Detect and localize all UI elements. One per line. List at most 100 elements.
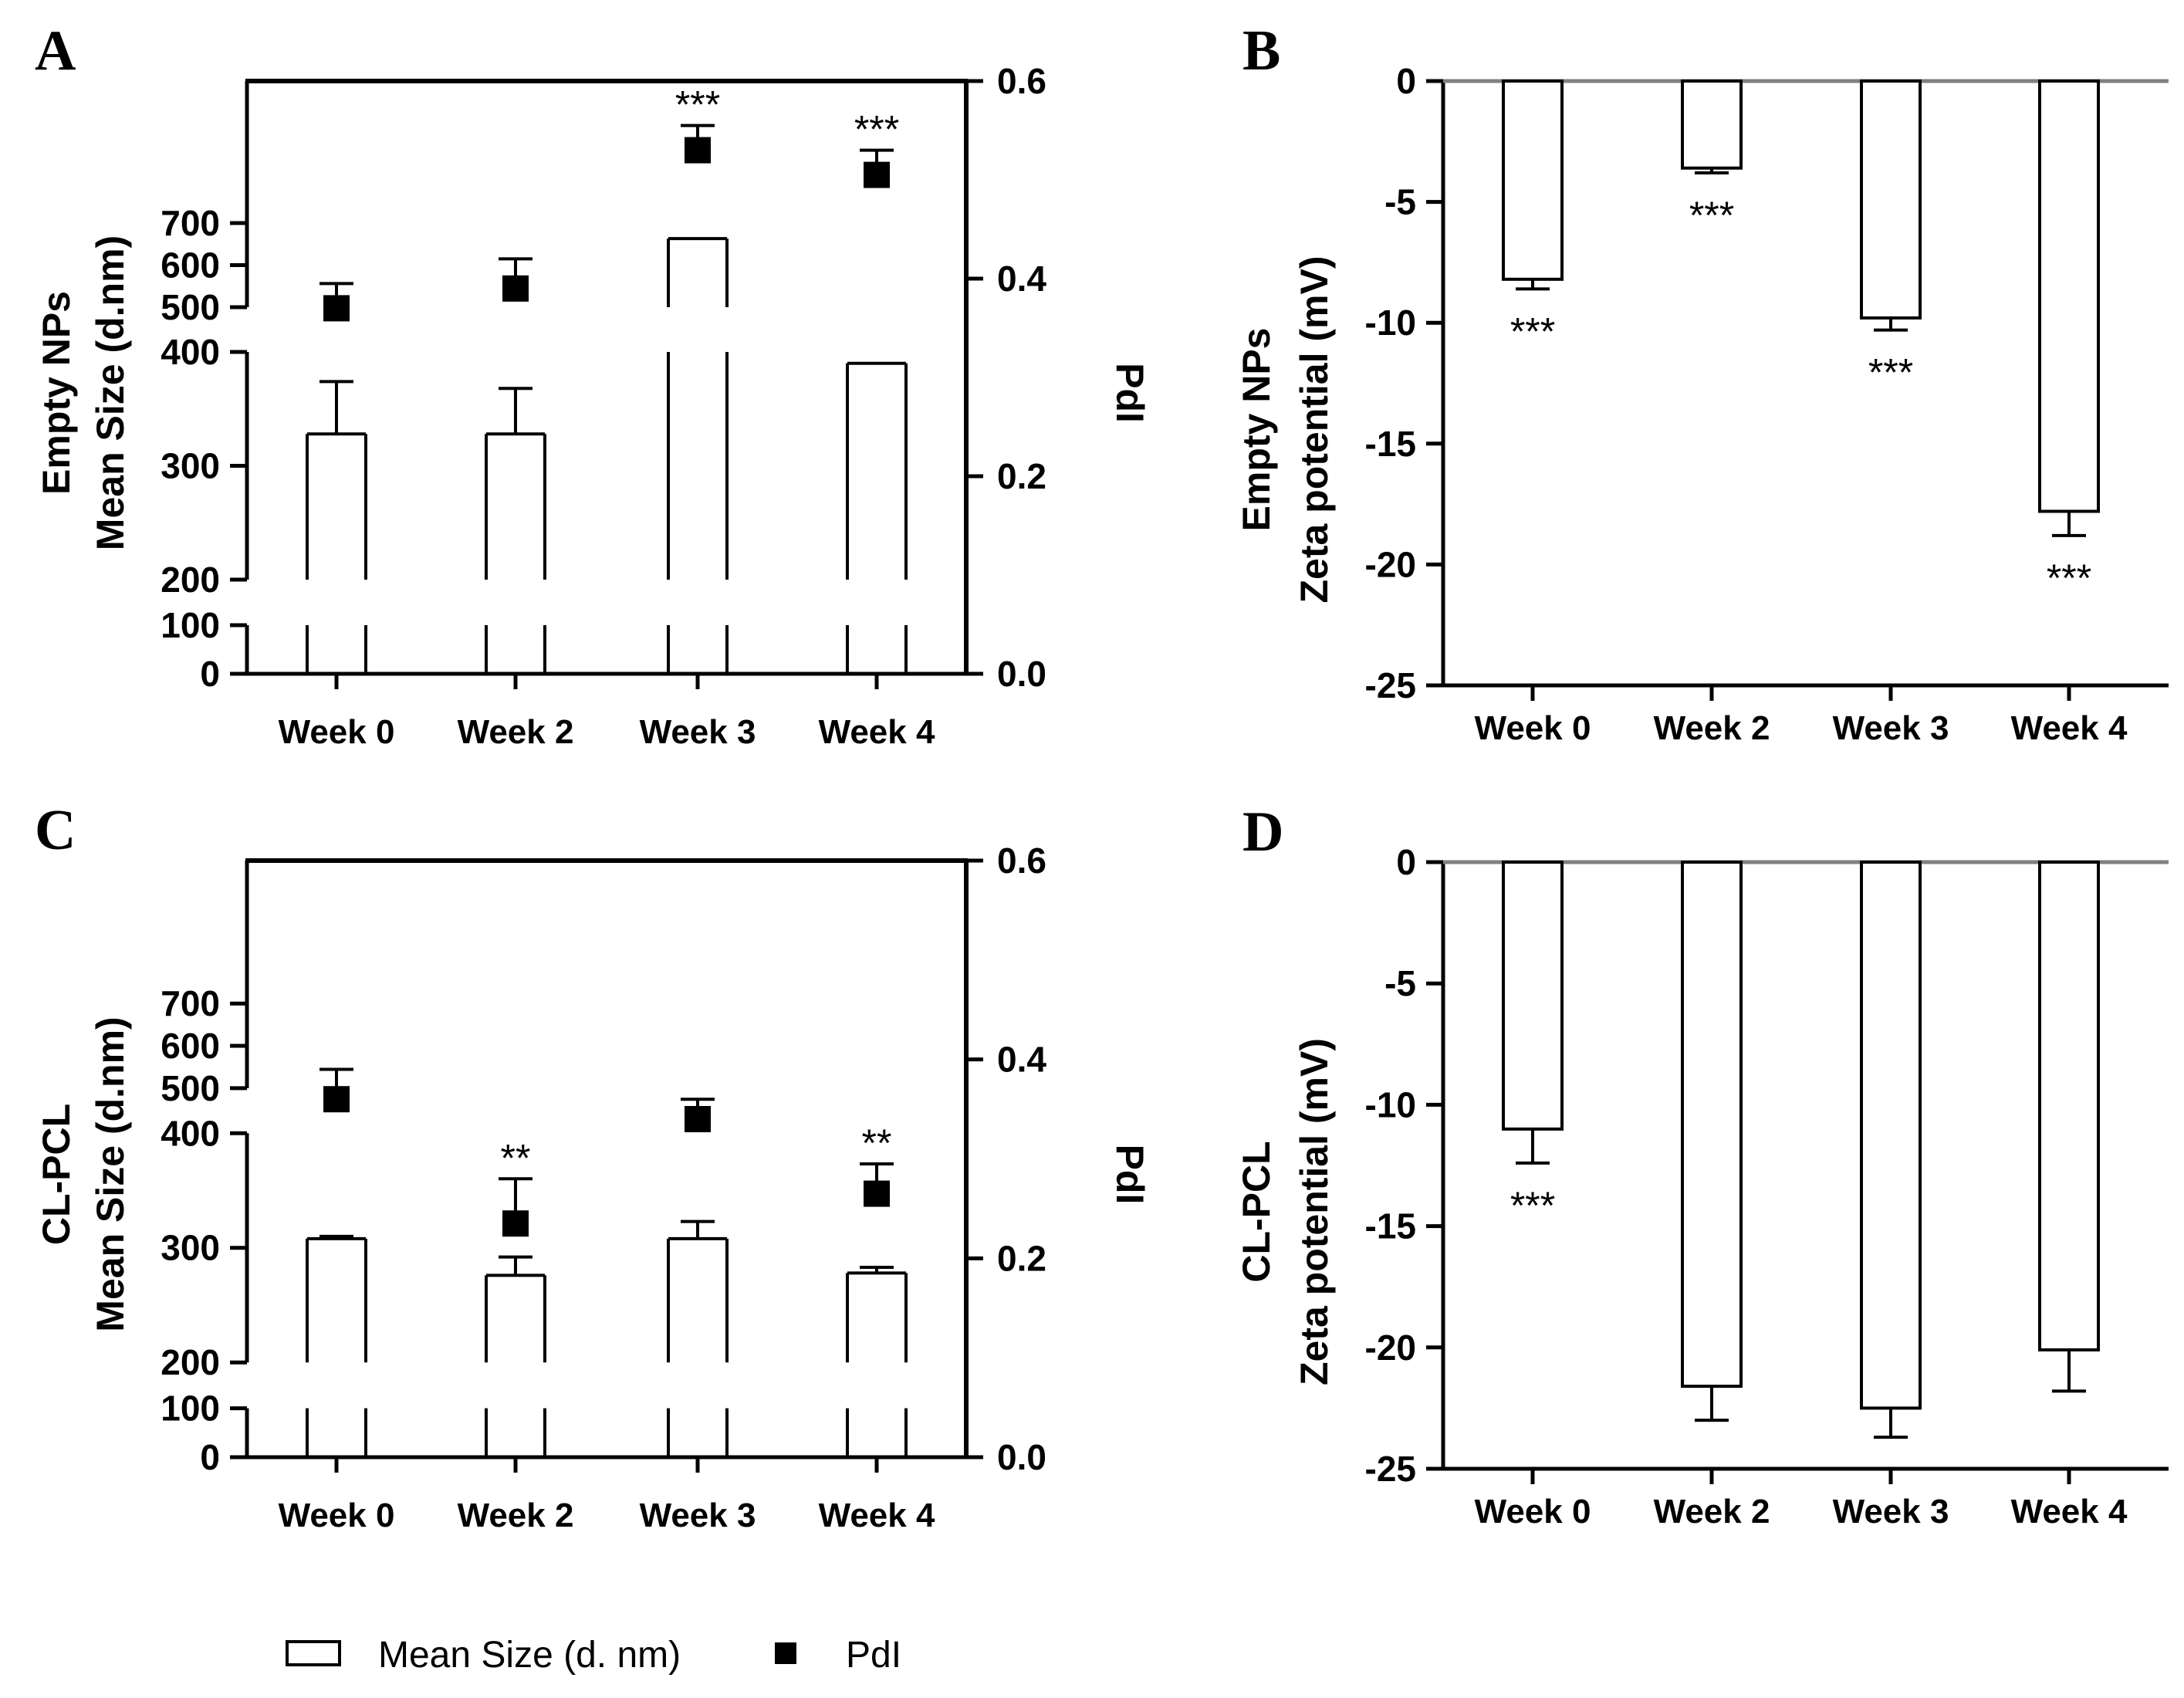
y-axis-label-line1: Empty NPs: [35, 291, 78, 495]
y-tick-label: -15: [1365, 424, 1416, 464]
y-tick-label: 0: [1396, 842, 1416, 882]
y-axis-label-line2: Mean Size (d.nm): [89, 235, 132, 550]
x-tick-label: Week 2: [458, 713, 574, 751]
panel-letter: B: [1242, 19, 1280, 83]
y-tick-label: 500: [161, 1068, 220, 1108]
y-tick-label: -25: [1365, 665, 1416, 705]
y-tick-label: 100: [161, 605, 220, 645]
y2-tick-label: 0.2: [997, 456, 1046, 496]
y2-tick-label: 0.0: [997, 654, 1046, 694]
y-axis-label-line2: Zeta potential (mV): [1293, 255, 1336, 603]
panel-letter: C: [35, 799, 76, 862]
y-tick-label: -5: [1384, 963, 1416, 1003]
significance-label: ***: [1510, 1184, 1555, 1227]
pdi-marker: [323, 295, 350, 322]
x-tick-label: Week 0: [1475, 709, 1591, 747]
size-bar: [485, 1274, 546, 1457]
y-tick-label: -20: [1365, 1328, 1416, 1368]
zeta-bar: [1860, 861, 1922, 1410]
pdi-marker: [685, 1105, 711, 1132]
y2-axis-label: PdI: [1108, 1145, 1151, 1205]
x-tick-label: Week 3: [1833, 1493, 1949, 1531]
legend: Mean Size (d. nm) PdI: [286, 1635, 901, 1676]
panel-letter: A: [35, 19, 76, 83]
pdi-marker: [502, 275, 529, 302]
size-bar: [667, 1236, 729, 1457]
y-axis-label-line2: Zeta potential (mV): [1293, 1038, 1336, 1385]
y-tick-label: 300: [161, 1228, 220, 1268]
y-tick-label: -20: [1365, 544, 1416, 584]
y-tick-label: 0: [200, 1437, 220, 1477]
pdi-marker: [685, 137, 711, 164]
pdi-marker: [864, 161, 890, 188]
y-tick-label: 200: [161, 1342, 220, 1382]
y-tick-label: 0: [200, 654, 220, 694]
x-tick-label: Week 4: [2011, 1493, 2128, 1531]
x-tick-label: Week 3: [1833, 709, 1949, 747]
zeta-bar: [1502, 861, 1564, 1131]
zeta-bar: [1860, 79, 1922, 320]
x-tick-label: Week 2: [1654, 709, 1770, 747]
x-tick-label: Week 4: [2011, 709, 2128, 747]
size-bar: [306, 432, 367, 674]
panel-letter: D: [1242, 800, 1283, 864]
x-tick-label: Week 0: [279, 1497, 395, 1534]
significance-label: **: [862, 1121, 892, 1165]
y-tick-label: 700: [161, 203, 220, 243]
zeta-bar: [2038, 79, 2100, 513]
pdi-marker: [323, 1086, 350, 1113]
y-tick-label: 700: [161, 983, 220, 1023]
size-bar: [846, 361, 908, 674]
significance-label: ***: [1868, 351, 1913, 394]
y-tick-label: 200: [161, 560, 220, 600]
y2-tick-label: 0.4: [997, 259, 1046, 299]
y-axis-label-line1: CL-PCL: [35, 1104, 78, 1245]
y-tick-label: 500: [161, 287, 220, 327]
y-tick-label: 600: [161, 245, 220, 286]
y-tick-label: 400: [161, 332, 220, 372]
legend-bar-swatch: [286, 1640, 341, 1666]
y-axis-label-line2: Mean Size (d.nm): [89, 1016, 132, 1331]
y-tick-label: 0: [1396, 61, 1416, 101]
x-tick-label: Week 2: [1654, 1493, 1770, 1531]
x-tick-label: Week 4: [819, 713, 935, 751]
y-tick-label: 400: [161, 1113, 220, 1153]
size-bar: [306, 1236, 367, 1457]
zeta-bar: [1681, 861, 1743, 1389]
x-tick-label: Week 3: [640, 713, 756, 751]
zeta-bar: [1681, 79, 1743, 170]
y-tick-label: -5: [1384, 182, 1416, 222]
y-tick-label: -10: [1365, 1084, 1416, 1125]
panel-b: B 0 -5 -10 -15 -20 -25 Empty NPs Zeta potential …: [1235, 19, 2169, 747]
panel-d: D 0 -5 -10 -15 -20 -25 CL-PCL Zeta potential (mV…: [1235, 800, 2169, 1531]
x-tick-label: Week 2: [458, 1497, 574, 1534]
significance-label: **: [501, 1136, 531, 1179]
y2-axis-label: PdI: [1108, 363, 1151, 423]
significance-label: ***: [1510, 309, 1555, 353]
size-bar: [485, 432, 546, 674]
zeta-bar: [2038, 861, 2100, 1351]
y2-tick-label: 0.6: [997, 61, 1046, 101]
size-bar: [846, 1271, 908, 1457]
zeta-bar: [1502, 79, 1564, 281]
x-tick-label: Week 0: [1475, 1493, 1591, 1531]
y-tick-label: -10: [1365, 303, 1416, 343]
pdi-marker: [864, 1180, 890, 1207]
significance-label: ***: [2047, 556, 2091, 600]
pdi-marker: [502, 1210, 529, 1237]
x-tick-label: Week 3: [640, 1497, 756, 1534]
y2-tick-label: 0.2: [997, 1238, 1046, 1278]
y2-tick-label: 0.6: [997, 841, 1046, 881]
y-tick-label: 300: [161, 446, 220, 486]
y-tick-label: -15: [1365, 1206, 1416, 1246]
y-axis-label-line1: CL-PCL: [1235, 1141, 1278, 1282]
significance-label: ***: [1689, 194, 1734, 237]
y-tick-label: 600: [161, 1026, 220, 1066]
significance-label: ***: [675, 83, 720, 127]
y-tick-label: 100: [161, 1389, 220, 1429]
legend-bar-label: Mean Size (d. nm): [378, 1635, 681, 1676]
y2-tick-label: 0.0: [997, 1437, 1046, 1477]
x-tick-label: Week 4: [819, 1497, 935, 1534]
